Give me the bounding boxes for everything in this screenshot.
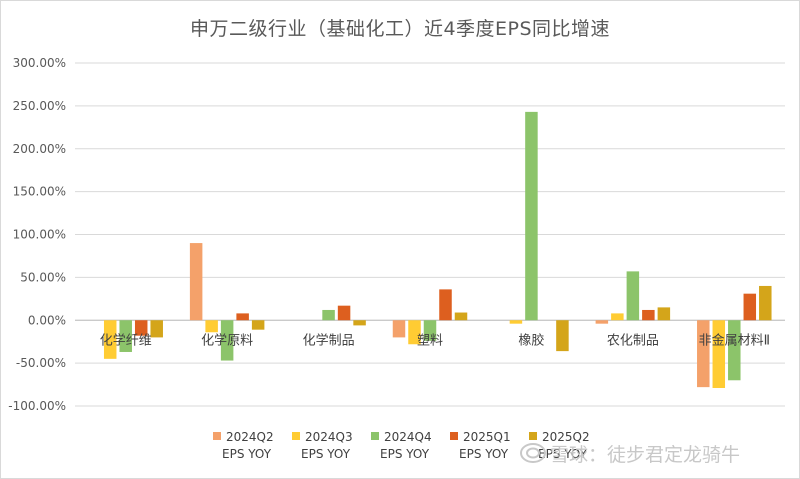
watermark: 雪球：徒步君定龙骑牛 [520,440,790,466]
legend-swatch [371,432,379,440]
bar [423,320,437,341]
category-label: 塑料 [417,333,443,348]
legend: 2024Q2 EPS YOY 2024Q3 EPS YOY 2024Q4 EPS YOY 2… [213,430,590,461]
y-tick-label: 0.00% [28,313,66,327]
chart-title: 申万二级行业（基础化工）近4季度EPS同比增速 [189,18,611,40]
bar [189,243,203,321]
legend-label: 2024Q3 [305,430,353,444]
bar [759,285,772,321]
bar [525,111,538,321]
bar [337,305,351,321]
category-label: 橡胶 [518,332,544,348]
y-tick-label: -50.00% [16,356,66,370]
bar [353,320,366,326]
bar [134,320,148,336]
y-tick-label: -100.00% [8,399,66,413]
legend-label: EPS YOY [222,447,272,461]
legend-swatch [292,432,300,440]
bar [626,271,640,321]
bar [150,320,163,338]
bar [103,320,117,359]
y-tick-label: 50.00% [20,270,66,284]
y-axis-ticks: -100.00% -50.00% 0.00% 50.00% 100.00% 150.00%… [8,56,66,413]
category-label: 非金属材料Ⅱ [699,332,770,348]
category-labels: 化学纤维 化学原料 化学制品 塑料 橡胶 农化制品 非金属材料Ⅱ [100,332,770,348]
bar [697,320,710,388]
snowball-logo-icon [520,443,546,463]
bar [119,320,132,352]
bar [728,320,741,381]
bar [392,320,406,338]
bar [220,320,234,361]
bar [611,313,624,321]
bar [595,320,609,324]
legend-label: 2025Q2 [542,430,590,444]
category-label: 化学原料 [201,332,253,348]
legend-swatch [450,432,458,440]
bar-layer [103,111,772,388]
legend-label: 2024Q4 [384,430,432,444]
legend-label: EPS YOY [459,447,509,461]
legend-swatch [213,432,221,440]
bar [408,320,421,345]
watermark-text: 雪球：徒步君定龙骑牛 [550,443,741,466]
bar [454,312,468,321]
bar [743,293,757,321]
category-label: 化学纤维 [100,332,152,348]
y-tick-label: 150.00% [13,185,66,199]
y-tick-label: 300.00% [13,56,66,70]
bar [251,320,265,330]
bar [509,320,523,324]
bar [657,307,671,321]
y-tick-label: 100.00% [13,228,66,242]
legend-label: 2024Q2 [226,430,274,444]
legend-label: 2025Q1 [463,430,511,444]
bar [205,320,218,333]
bar [556,320,569,352]
bar [642,309,655,321]
category-label: 农化制品 [607,333,659,348]
legend-label: EPS YOY [538,447,588,461]
bar [322,309,335,321]
legend-label: EPS YOY [380,447,430,461]
bar [439,289,452,321]
y-tick-label: 200.00% [13,142,66,156]
grid-lines [75,62,785,407]
legend-label: EPS YOY [301,447,351,461]
legend-swatch [529,432,537,440]
bar [712,320,726,388]
bar [236,313,249,321]
y-tick-label: 250.00% [13,99,66,113]
category-label: 化学制品 [303,332,355,348]
